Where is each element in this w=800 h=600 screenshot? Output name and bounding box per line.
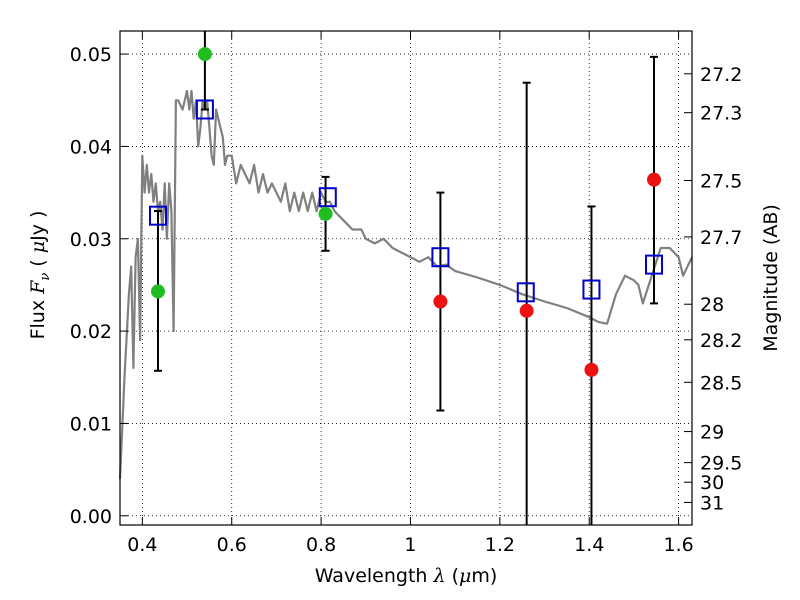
- x-tick-label: 1.2: [485, 534, 515, 556]
- x-tick-label: 0.8: [306, 534, 336, 556]
- model-band-square: [582, 279, 601, 300]
- magnitude-tick-label: 27.3: [700, 103, 742, 125]
- observed-point: [197, 47, 212, 62]
- x-tick-label: 1.4: [574, 534, 604, 556]
- plot-border: [119, 30, 693, 526]
- observed-point: [519, 303, 534, 318]
- magnitude-tick-label: 31: [700, 492, 724, 514]
- y-tick-label: 0.02: [70, 321, 112, 343]
- model-band-markers: [148, 99, 664, 303]
- model-band-square: [195, 99, 214, 120]
- magnitude-tick-label: 28.5: [700, 372, 742, 394]
- magnitude-tick-label: 28.2: [700, 330, 742, 352]
- observed-markers: [150, 47, 662, 377]
- y-axis-label: Flux Fν ( μJy ): [27, 211, 53, 340]
- observed-point: [433, 294, 448, 309]
- magnitude-tick-label: 29: [700, 422, 724, 444]
- magnitude-tick-label: 28: [700, 294, 724, 316]
- x-axis-ticks: 0.4 0.6 0.8 1 1.2 1.4 1.6: [127, 31, 694, 556]
- spectrum-line: [118, 89, 693, 479]
- magnitude-tick-label: 29.5: [700, 453, 742, 475]
- magnitude-tick-label: 30: [700, 472, 724, 494]
- y-tick-label: 0.03: [70, 229, 112, 251]
- y-tick-label: 0.05: [70, 44, 112, 66]
- observed-point: [584, 362, 599, 377]
- y-tick-label: 0.04: [70, 136, 112, 158]
- observed-point: [647, 172, 662, 187]
- x-tick-label: 1: [404, 534, 416, 556]
- x-tick-label: 0.6: [217, 534, 247, 556]
- magnitude-tick-label: 27.2: [700, 64, 742, 86]
- x-tick-label: 0.4: [127, 534, 157, 556]
- y-tick-label: 0.01: [70, 413, 112, 435]
- observed-point: [150, 284, 165, 299]
- model-band-square: [148, 205, 167, 226]
- x-tick-label: 1.6: [663, 534, 693, 556]
- x-axis-label: Wavelength λ (μm): [315, 565, 498, 587]
- model-spectrum: [118, 89, 693, 479]
- magnitude-tick-label: 27.7: [700, 227, 742, 249]
- model-band-square: [645, 254, 664, 275]
- model-band-square: [516, 282, 535, 303]
- y-axis-ticks: 0.00 0.01 0.02 0.03 0.04 0.05: [70, 44, 128, 528]
- model-band-square: [318, 187, 337, 208]
- grid-lines: [120, 31, 692, 525]
- model-band-square: [431, 247, 450, 268]
- magnitude-axis-label: Magnitude (AB): [760, 204, 782, 352]
- error-bars: [153, 31, 659, 525]
- observed-point: [318, 206, 333, 221]
- magnitude-tick-label: 27.5: [700, 170, 742, 192]
- plot-frame: [119, 30, 693, 526]
- y-tick-label: 0.00: [70, 506, 112, 528]
